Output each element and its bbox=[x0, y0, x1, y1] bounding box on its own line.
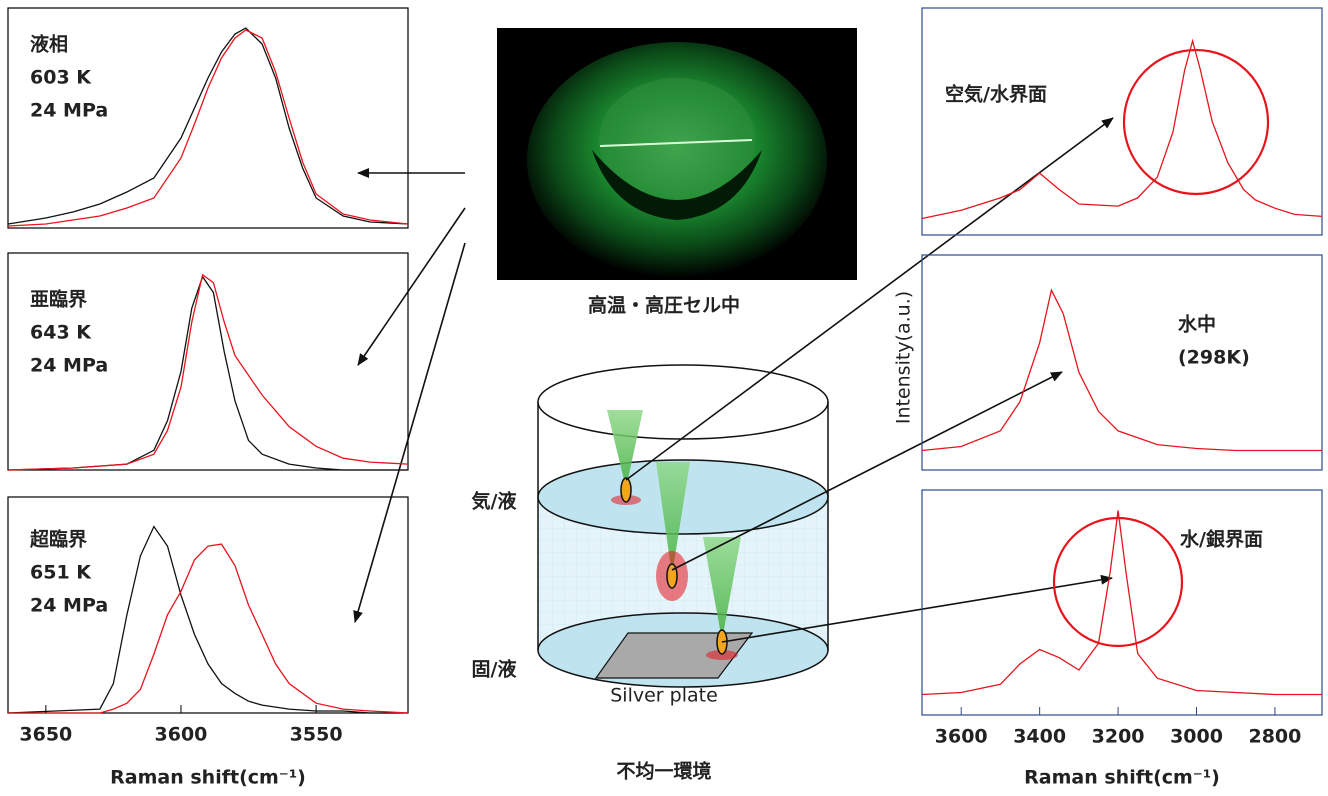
x-tick-label: 3550 bbox=[290, 724, 343, 746]
panel-label: 643 K bbox=[30, 322, 92, 344]
figure: 高温・高圧セル中 気/液 固/液 Silver plate 不均一環境 液相 60… bbox=[0, 0, 1328, 796]
plot-frame bbox=[922, 8, 1322, 235]
panel-label: 603 K bbox=[30, 67, 92, 89]
x-tick-label: 2800 bbox=[1248, 726, 1301, 748]
panel-label: 空気/水界面 bbox=[945, 83, 1047, 106]
spectrum-line bbox=[8, 527, 408, 714]
cell-diagram bbox=[538, 365, 828, 687]
panel-label: 液相 bbox=[30, 33, 68, 56]
spectrum-line bbox=[8, 28, 408, 224]
page: {"chart_data": [ {"type": "line", "annot… bbox=[0, 0, 1328, 796]
spectrum-line bbox=[922, 41, 1322, 219]
panel-label: (298K) bbox=[1178, 347, 1250, 369]
panel-label: 超臨界 bbox=[29, 528, 87, 551]
diagram-caption: 不均一環境 bbox=[616, 760, 711, 783]
x-tick-label: 3600 bbox=[155, 724, 208, 746]
y-axis-label: Intensity(a.u.) bbox=[893, 291, 915, 424]
spectrum-line bbox=[8, 30, 408, 226]
panel-label: 651 K bbox=[30, 562, 92, 584]
panel-label: 亜臨界 bbox=[30, 288, 87, 311]
x-tick-label: 3000 bbox=[1170, 726, 1223, 748]
panel-label: 24 MPa bbox=[30, 100, 108, 122]
photo-caption: 高温・高圧セル中 bbox=[588, 294, 740, 317]
spectrum-line bbox=[922, 290, 1322, 450]
x-tick-label: 3650 bbox=[19, 724, 72, 746]
x-tick-label: 3400 bbox=[1013, 726, 1066, 748]
x-tick-label: 3200 bbox=[1092, 726, 1145, 748]
panel-label: 24 MPa bbox=[30, 355, 108, 377]
panel-label: 24 MPa bbox=[30, 595, 108, 617]
plate-label: Silver plate bbox=[610, 685, 718, 707]
panel-label: 水中 bbox=[1178, 313, 1216, 336]
x-axis-label: Raman shift(cm⁻¹) bbox=[1024, 767, 1220, 789]
panel-label: 水/銀界面 bbox=[1180, 528, 1263, 551]
x-axis-label: Raman shift(cm⁻¹) bbox=[110, 767, 306, 789]
solid-liquid-label: 固/液 bbox=[472, 658, 518, 681]
cell-photo bbox=[497, 28, 857, 280]
gas-liquid-label: 気/液 bbox=[472, 490, 518, 513]
x-tick-label: 3600 bbox=[935, 726, 988, 748]
plot-frame bbox=[922, 490, 1322, 715]
